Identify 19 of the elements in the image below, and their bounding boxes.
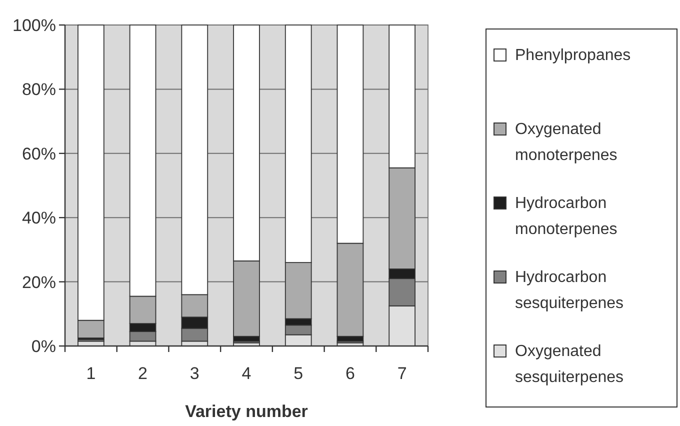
x-axis-title: Variety number (185, 402, 308, 421)
x-tick-label: 3 (190, 364, 200, 383)
x-tick-label: 5 (294, 364, 304, 383)
x-tick-label: 7 (397, 364, 407, 383)
y-tick-label: 60% (22, 144, 56, 164)
y-tick-label: 40% (22, 208, 56, 228)
y-tick-label: 0% (31, 336, 56, 356)
x-tick-label: 2 (138, 364, 148, 383)
y-tick-label: 80% (22, 80, 56, 100)
y-tick-label: 100% (12, 16, 56, 35)
legend-label: Hydrocarbon monoterpenes (515, 195, 618, 238)
legend-label: Hydrocarbon sesquiterpenes (515, 269, 624, 312)
x-tick-label: 4 (242, 364, 252, 383)
y-tick-label: 20% (22, 272, 56, 292)
x-tick-label: 6 (345, 364, 355, 383)
x-tick-label: 1 (86, 364, 96, 383)
legend-label: Oxygenated monoterpenes (515, 121, 618, 164)
legend-label: Oxygenated sesquiterpenes (515, 343, 624, 386)
legend-label: Phenylpropanes (515, 47, 631, 64)
